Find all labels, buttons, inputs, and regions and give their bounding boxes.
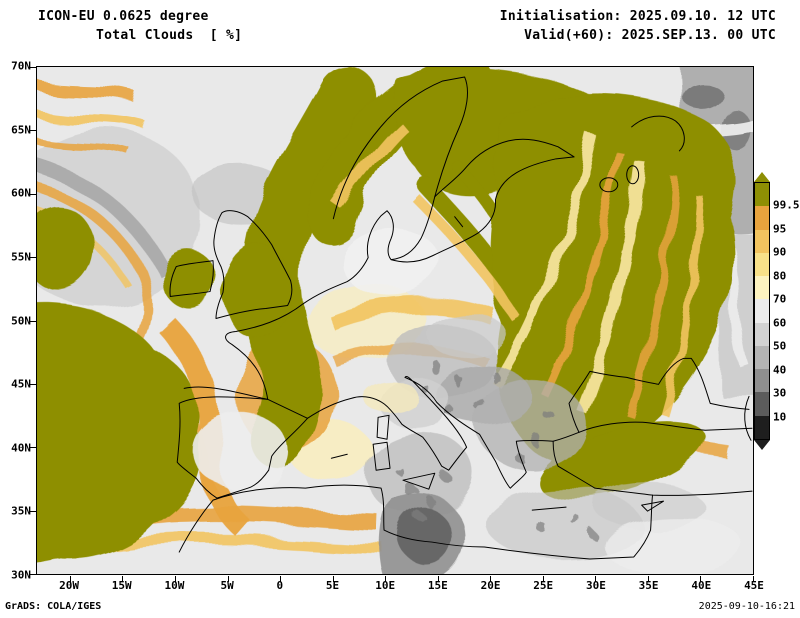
lon-label: 5W [220, 579, 234, 592]
creation-timestamp: 2025-09-10-16:21 [698, 601, 795, 612]
init-time: Initialisation: 2025.09.10. 12 UTC [499, 9, 776, 24]
lat-label: 40N [11, 441, 31, 455]
cloud-cover-map [37, 67, 753, 574]
colorbar-segment [755, 229, 769, 253]
lon-label: 15W [111, 579, 132, 592]
colorbar-segment [755, 252, 769, 277]
lon-label: 40E [691, 579, 712, 592]
valid-time: Valid(+60): 2025.SEP.13. 00 UTC [524, 28, 776, 43]
lon-label: 0 [276, 579, 284, 592]
map-area [30, 66, 754, 582]
lon-label: 35E [638, 579, 659, 592]
header-left: ICON-EU 0.0625 degree Total Clouds [ %] [38, 7, 242, 45]
header-right: Initialisation: 2025.09.10. 12 UTC Valid… [500, 7, 776, 45]
lon-label: 5E [325, 579, 340, 592]
colorbar-arrow-top [754, 172, 770, 182]
colorbar-segment [755, 415, 769, 439]
colorbar-value: 90 [773, 245, 787, 259]
colorbar-value: 80 [773, 269, 787, 283]
lat-label: 65N [11, 123, 31, 137]
colorbar-value: 95 [773, 222, 787, 236]
colorbar-labels: 99.5 95 90 80 70 60 50 40 30 10 [773, 182, 800, 440]
lat-axis: 70N 65N 60N 55N 50N 45N 40N 35N 30N [0, 60, 33, 582]
colorbar-segment [755, 299, 769, 323]
lon-axis: 20W 15W 10W 5W 0 5E 10E 15E 20E 25E 30E 35E 40E 45E [36, 579, 764, 595]
lon-label: 10E [375, 579, 396, 592]
lon-label: 30E [585, 579, 606, 592]
colorbar-segment [755, 206, 769, 230]
cloud-field [37, 67, 753, 574]
lat-label: 30N [11, 568, 31, 582]
coastlines [169, 76, 753, 560]
grads-credit: GrADS: COLA/IGES [5, 601, 102, 612]
colorbar-segment [755, 369, 769, 393]
colorbar-segment [755, 345, 769, 370]
lon-label: 15E [427, 579, 448, 592]
colorbar-segment [755, 392, 769, 416]
lat-label: 60N [11, 186, 31, 200]
lon-label: 20E [480, 579, 501, 592]
colorbar-value: 99.5 [773, 198, 800, 212]
colorbar-value: 40 [773, 363, 787, 377]
colorbar-segment [755, 322, 769, 346]
model-title: ICON-EU 0.0625 degree [38, 9, 209, 24]
colorbar-value: 60 [773, 316, 787, 330]
colorbar-value: 50 [773, 339, 787, 353]
lat-label: 50N [11, 314, 31, 327]
colorbar-segment [755, 183, 769, 207]
colorbar-value: 30 [773, 386, 787, 400]
colorbar-arrow-bottom [754, 440, 770, 450]
colorbar-segment [755, 276, 769, 300]
colorbar-value: 70 [773, 292, 787, 306]
lat-label: 70N [11, 59, 31, 73]
colorbar-value: 10 [773, 410, 787, 424]
lon-label: 10W [164, 579, 185, 592]
lon-label: 45E [744, 579, 764, 592]
lat-label: 45N [11, 377, 31, 391]
colorbar-body [754, 182, 770, 440]
lon-label: 20W [59, 579, 79, 592]
lat-label: 55N [11, 250, 31, 264]
field-title: Total Clouds [ %] [96, 28, 243, 43]
lat-label: 35N [11, 504, 31, 518]
lon-label: 25E [533, 579, 554, 592]
